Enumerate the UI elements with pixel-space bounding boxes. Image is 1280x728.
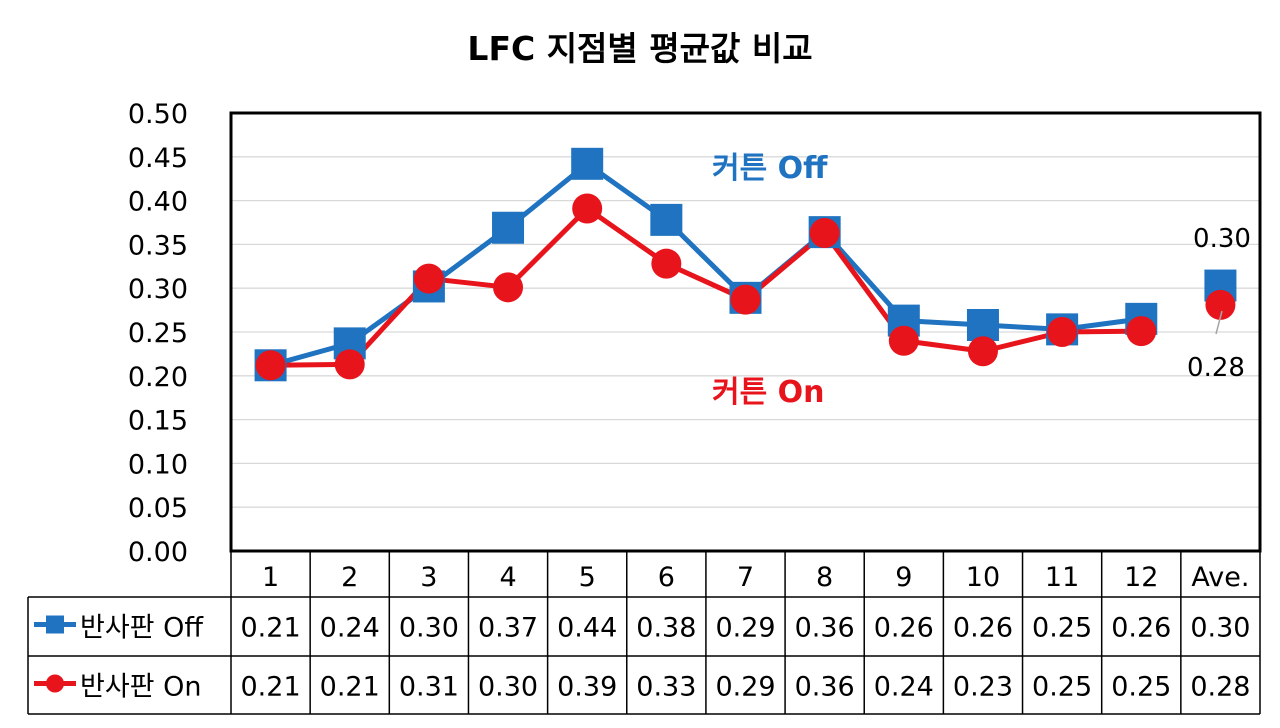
legend-label-on: 반사판 On <box>80 672 201 703</box>
table-value-off: 0.26 <box>874 613 934 644</box>
data-point-off <box>966 308 999 341</box>
y-axis: 0.00 0.05 0.10 0.15 0.20 0.25 0.30 0.35 0.40 0.45… <box>128 99 188 568</box>
table-value-on: 0.36 <box>795 672 855 703</box>
category-label: 5 <box>579 562 596 593</box>
category-label: 9 <box>895 562 912 593</box>
data-point-on <box>1126 316 1157 347</box>
data-point-off <box>571 147 604 180</box>
plot-frame <box>229 111 1262 553</box>
series-line-off <box>269 161 1142 368</box>
table-value-on: 0.33 <box>636 672 696 703</box>
series-line-on <box>270 205 1142 368</box>
data-point-on <box>1205 289 1236 320</box>
data-table: 1 2 3 4 5 6 7 8 9 10 11 12 Ave.반사판 Off 0.21 0.24 0.30 0.… <box>27 551 1261 715</box>
category-label: 4 <box>499 562 516 593</box>
table-value-off: 0.30 <box>399 613 459 644</box>
legend-label-off: 반사판 Off <box>80 613 204 644</box>
data-label-on-average: 0.28 <box>1187 353 1245 383</box>
y-tick-label: 0.10 <box>128 449 188 480</box>
table-value-on: 0.24 <box>874 672 934 703</box>
table-value-on: 0.21 <box>241 672 301 703</box>
data-point-on <box>572 193 603 224</box>
annotation-curtain-off: 커튼 Off <box>712 151 828 186</box>
table-value-off: 0.38 <box>636 613 696 644</box>
table-value-off: 0.21 <box>241 613 301 644</box>
table-value-off: 0.36 <box>795 613 855 644</box>
category-label: 12 <box>1124 562 1158 593</box>
table-value-on: 0.21 <box>320 672 380 703</box>
data-label-leader <box>1215 310 1223 335</box>
data-point-on <box>334 349 365 380</box>
data-label-off-average: 0.30 <box>1193 224 1251 254</box>
table-value-off: 0.37 <box>478 613 538 644</box>
data-point-on <box>413 263 444 294</box>
table-value-on: 0.28 <box>1190 672 1250 703</box>
legend-key-marker-on <box>46 674 64 693</box>
table-value-off: 0.25 <box>1032 613 1092 644</box>
data-point-off <box>492 211 525 244</box>
y-tick-label: 0.30 <box>128 274 188 305</box>
data-point-on <box>493 272 524 303</box>
table-value-off: 0.29 <box>715 613 775 644</box>
table-value-on: 0.25 <box>1111 672 1171 703</box>
chart-title: LFC 지점별 평균값 비교 <box>467 29 812 68</box>
data-point-on <box>967 336 998 367</box>
table-value-on: 0.30 <box>478 672 538 703</box>
annotation-curtain-on: 커튼 On <box>712 375 825 410</box>
category-label: 8 <box>816 562 833 593</box>
category-label: 1 <box>262 562 279 593</box>
data-point-on <box>1047 317 1078 347</box>
table-value-on: 0.23 <box>953 672 1013 703</box>
legend-key-marker-off <box>46 615 64 634</box>
y-tick-label: 0.40 <box>128 187 188 218</box>
category-label: 11 <box>1045 562 1079 593</box>
table-value-off: 0.30 <box>1190 613 1250 644</box>
y-tick-label: 0.50 <box>128 99 188 130</box>
y-tick-label: 0.15 <box>128 406 188 437</box>
category-label: 6 <box>658 562 675 593</box>
data-point-on <box>809 218 840 249</box>
table-value-off: 0.44 <box>557 613 617 644</box>
category-label: 3 <box>420 562 437 593</box>
data-point-on <box>730 284 761 315</box>
y-tick-label: 0.05 <box>128 493 188 524</box>
table-value-off: 0.26 <box>953 613 1013 644</box>
table-value-on: 0.39 <box>557 672 617 703</box>
table-value-on: 0.25 <box>1032 672 1092 703</box>
table-value-off: 0.26 <box>1111 613 1171 644</box>
data-point-on <box>255 350 286 381</box>
y-tick-label: 0.00 <box>128 537 188 568</box>
y-tick-label: 0.35 <box>128 230 188 261</box>
table-value-on: 0.29 <box>715 672 775 703</box>
data-point-on <box>888 325 919 356</box>
data-point-on <box>651 248 682 279</box>
table-value-on: 0.31 <box>399 672 459 703</box>
y-tick-label: 0.20 <box>128 362 188 393</box>
category-label: 7 <box>737 562 754 593</box>
category-label: 2 <box>341 562 358 593</box>
y-tick-label: 0.25 <box>128 318 188 349</box>
data-point-off <box>650 203 683 236</box>
category-label: Ave. <box>1191 562 1249 593</box>
series-layer <box>254 147 1237 382</box>
table-value-off: 0.24 <box>320 613 380 644</box>
y-tick-label: 0.45 <box>128 143 188 174</box>
category-label: 10 <box>966 562 1000 593</box>
